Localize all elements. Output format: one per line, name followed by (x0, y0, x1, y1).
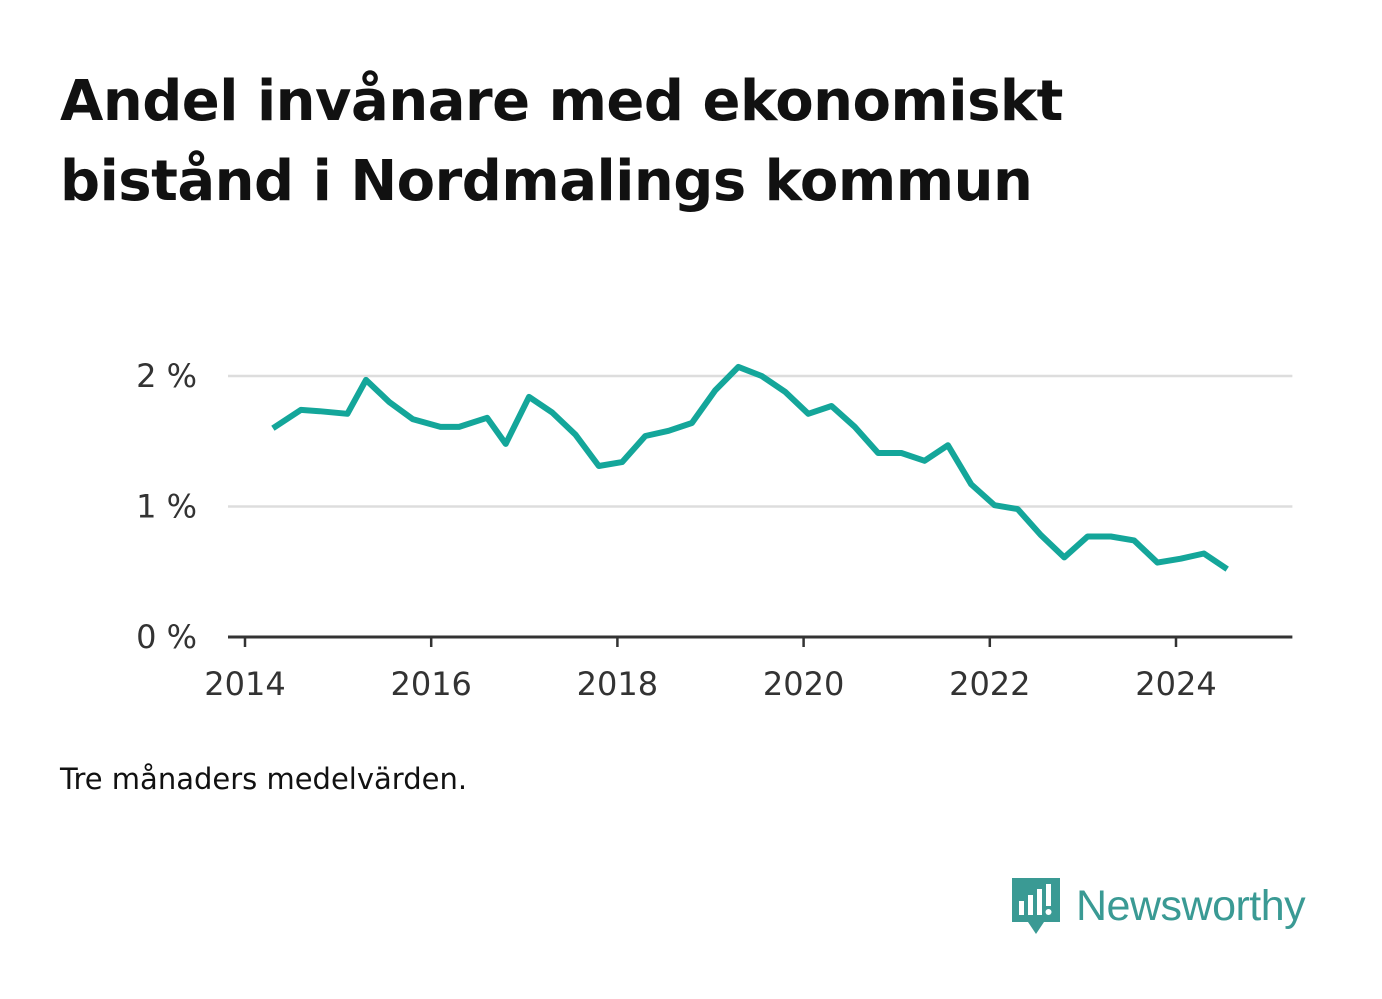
series-line (271, 363, 1229, 572)
y-tick-label: 1 % (136, 488, 197, 526)
x-tick-label: 2018 (577, 665, 658, 703)
x-tick-label: 2016 (390, 665, 471, 703)
newsworthy-logo: Newsworthy (1010, 876, 1306, 936)
x-tick-label: 2024 (1135, 665, 1216, 703)
x-tick-label: 2014 (204, 665, 285, 703)
y-tick-label: 0 % (136, 618, 197, 656)
chart-title-line-1: Andel invånare med ekonomiskt (60, 69, 1063, 134)
chart-footnote: Tre månaders medelvärden. (60, 762, 468, 796)
x-tick-label: 2020 (763, 665, 844, 703)
x-tick-label: 2022 (949, 665, 1030, 703)
line-chart: 0 % 1 % 2 % 2014 2016 2018 2020 2022 2024 (136, 357, 1293, 703)
chart-title: Andel invånare med ekonomiskt bistånd i … (60, 62, 1320, 222)
y-tick-label: 2 % (136, 357, 197, 395)
chart-title-line-2: bistånd i Nordmalings kommun (60, 149, 1033, 214)
bar-chart-speech-bubble-icon (1012, 878, 1060, 934)
brand-name: Newsworthy (1076, 881, 1306, 930)
